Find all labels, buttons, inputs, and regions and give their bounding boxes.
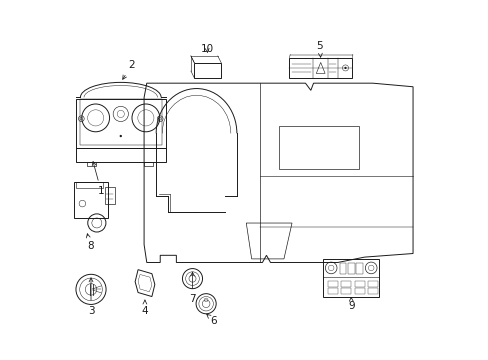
Bar	[327, 282, 337, 287]
Text: 1: 1	[92, 162, 104, 196]
Text: 2: 2	[122, 60, 135, 79]
Bar	[74, 182, 108, 218]
Bar	[76, 99, 165, 148]
Bar	[278, 126, 359, 169]
Bar	[354, 282, 364, 287]
Bar	[289, 58, 351, 78]
Bar	[327, 288, 337, 293]
Bar	[105, 186, 115, 203]
Bar	[339, 263, 346, 274]
Text: 8: 8	[86, 234, 93, 251]
Bar	[354, 288, 364, 293]
Bar	[367, 282, 377, 287]
Circle shape	[344, 67, 346, 69]
Text: 6: 6	[206, 314, 217, 325]
Bar	[76, 182, 103, 188]
Bar	[341, 282, 350, 287]
Bar	[355, 263, 362, 274]
Text: 5: 5	[316, 41, 323, 57]
Bar	[86, 162, 96, 166]
Bar	[194, 63, 221, 78]
Text: 10: 10	[200, 44, 213, 54]
Circle shape	[120, 135, 122, 137]
Bar	[347, 263, 354, 274]
Bar	[80, 99, 162, 145]
Text: 3: 3	[87, 278, 94, 316]
Text: 9: 9	[347, 297, 354, 311]
Text: 4: 4	[141, 300, 148, 316]
Bar	[367, 288, 377, 293]
Bar	[341, 288, 350, 293]
Bar	[323, 259, 378, 297]
Text: 7: 7	[189, 272, 195, 304]
Bar	[144, 162, 153, 166]
